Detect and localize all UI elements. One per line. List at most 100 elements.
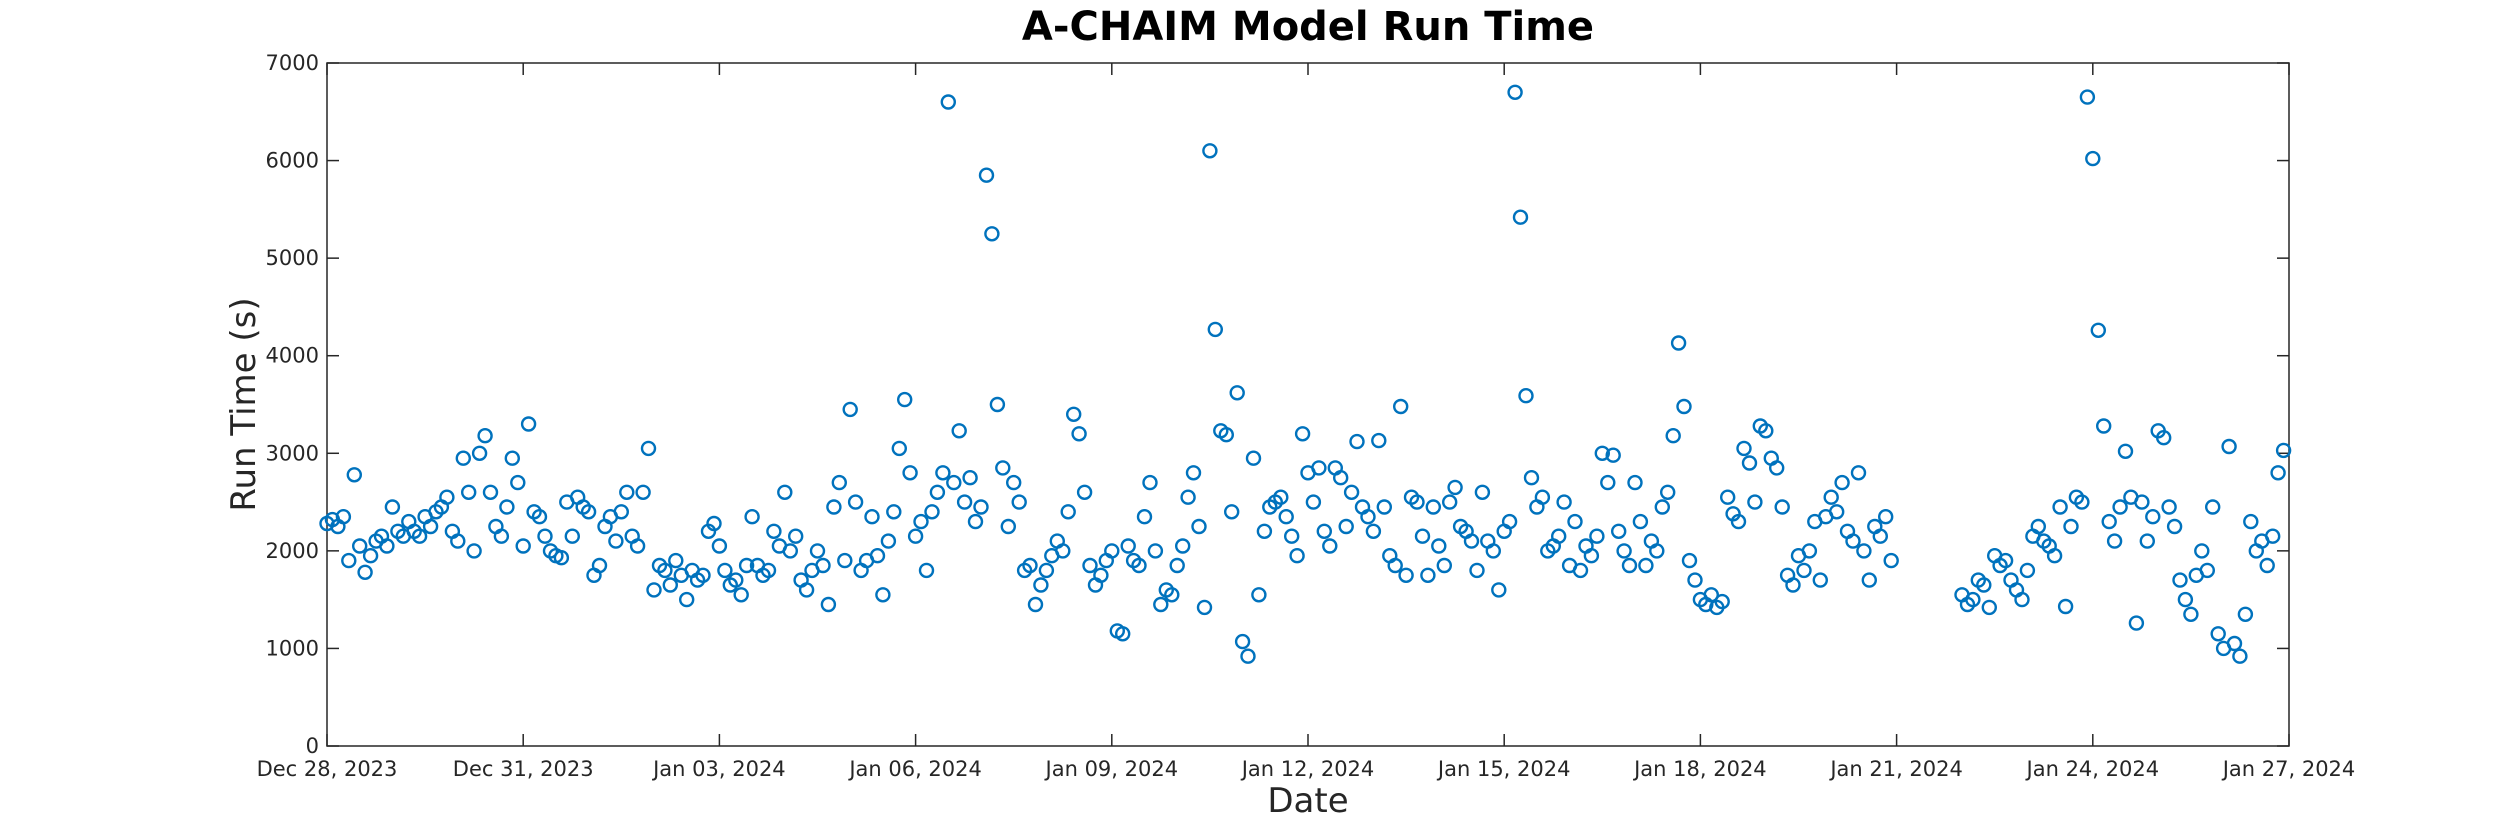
data-point: [591, 557, 608, 574]
data-point: [1834, 474, 1850, 491]
data-point: [471, 445, 488, 461]
data-point: [1747, 494, 1763, 510]
data-point: [2046, 548, 2063, 564]
data-point: [1703, 587, 1720, 603]
data-point: [1294, 426, 1311, 442]
data-point: [455, 450, 471, 466]
x-tick-label: Jan 09, 2024: [1044, 757, 1179, 781]
data-point: [847, 494, 864, 510]
data-point: [1883, 552, 1899, 569]
data-point: [1567, 513, 1583, 530]
data-point: [1311, 460, 1327, 476]
data-point: [635, 484, 651, 500]
data-point: [1872, 528, 1889, 544]
data-point: [1055, 543, 1071, 559]
data-point: [1436, 557, 1453, 574]
data-point: [766, 523, 782, 539]
data-point: [1774, 499, 1790, 515]
data-point: [2237, 606, 2254, 622]
data-point: [1785, 577, 1801, 593]
x-tick-label: Jan 21, 2024: [1828, 757, 1963, 781]
data-point: [1845, 533, 1861, 549]
data-point: [973, 499, 989, 515]
data-point: [875, 587, 891, 603]
data-point: [362, 548, 379, 564]
data-point: [1202, 143, 1218, 159]
data-point: [886, 504, 902, 520]
data-point: [1409, 494, 1425, 510]
data-point: [1169, 557, 1185, 574]
x-tick-label: Dec 31, 2023: [453, 757, 594, 781]
data-point: [1469, 562, 1485, 579]
data-point: [1185, 465, 1202, 481]
data-point: [2275, 442, 2292, 459]
data-point: [1142, 474, 1158, 491]
data-point: [1431, 538, 1447, 554]
data-point: [842, 401, 858, 418]
data-point: [1256, 523, 1273, 539]
data-point: [918, 562, 935, 579]
axes: 0 1000 2000 3000 4000 5000 6000 7000 Dec 28, 202…: [257, 51, 2356, 781]
data-point: [1600, 474, 1616, 491]
data-point: [510, 474, 526, 491]
data-point: [984, 226, 1000, 242]
data-point: [668, 552, 684, 569]
data-point: [1365, 523, 1382, 539]
data-point: [1589, 528, 1605, 544]
data-point: [1605, 447, 1621, 463]
data-point: [1687, 572, 1703, 588]
data-point: [1659, 484, 1676, 500]
data-point: [1534, 489, 1551, 505]
data-point: [2177, 591, 2194, 608]
data-point: [646, 582, 662, 598]
data-point: [1610, 523, 1627, 539]
data-point: [1856, 543, 1872, 559]
data-point: [2210, 626, 2226, 642]
data-point: [1670, 335, 1687, 351]
data-point: [537, 528, 553, 544]
data-point: [891, 440, 907, 457]
data-point: [1485, 543, 1502, 559]
data-point: [2101, 513, 2117, 530]
data-point: [869, 548, 886, 564]
data-point: [2090, 322, 2107, 338]
data-point: [1229, 385, 1245, 401]
data-point: [1719, 489, 1736, 505]
data-point: [466, 543, 482, 559]
data-point: [2030, 518, 2047, 535]
y-tick-label: 4000: [266, 344, 319, 368]
data-point: [1240, 648, 1256, 664]
data-point: [493, 528, 510, 544]
data-point: [1583, 548, 1600, 564]
data-point: [1425, 499, 1442, 515]
data-point: [1006, 474, 1022, 491]
data-point: [2145, 509, 2161, 525]
data-point: [1060, 504, 1076, 520]
data-point: [520, 416, 537, 432]
data-point: [1981, 599, 1998, 616]
data-point: [1796, 562, 1812, 579]
x-tick-label: Dec 28, 2023: [257, 757, 398, 781]
data-point: [450, 533, 466, 549]
data-point: [897, 391, 913, 408]
data-point: [1011, 494, 1027, 510]
data-point: [482, 484, 499, 500]
data-point: [1523, 470, 1540, 486]
data-point: [1191, 518, 1207, 535]
data-point: [2194, 543, 2210, 559]
data-point: [2161, 499, 2177, 515]
data-point: [1861, 572, 1878, 588]
data-point: [2019, 562, 2036, 579]
data-point: [1758, 423, 1774, 439]
data-point: [1076, 484, 1093, 500]
data-point: [1360, 509, 1376, 525]
data-point: [788, 528, 804, 544]
data-point: [2128, 615, 2145, 631]
data-point: [662, 577, 678, 593]
data-point: [1414, 528, 1431, 544]
data-point: [1741, 455, 1758, 471]
data-point: [619, 484, 635, 500]
data-point: [956, 494, 973, 510]
data-point: [738, 557, 755, 574]
